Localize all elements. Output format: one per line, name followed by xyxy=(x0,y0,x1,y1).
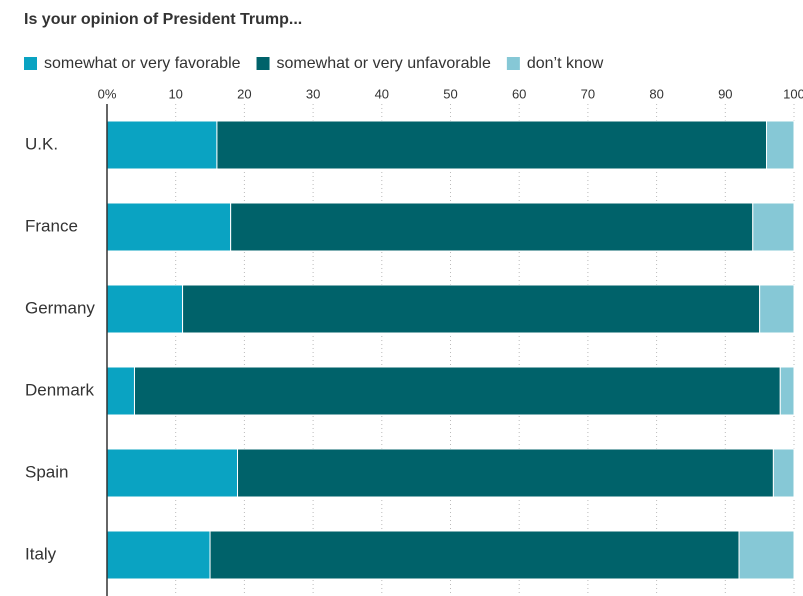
legend-label: don’t know xyxy=(527,55,604,72)
bar xyxy=(216,120,768,170)
y-tick-label: France xyxy=(25,216,78,235)
x-tick-label: 40 xyxy=(375,86,389,101)
bar xyxy=(766,120,795,170)
bar xyxy=(209,530,740,580)
y-tick-label: Denmark xyxy=(25,380,94,399)
bar xyxy=(237,448,774,498)
x-tick-label: 10 xyxy=(168,86,182,101)
legend-swatch xyxy=(256,57,270,70)
bar xyxy=(106,284,184,334)
y-tick-label: Germany xyxy=(25,298,95,317)
chart-title: Is your opinion of President Trump... xyxy=(24,11,302,28)
bar xyxy=(106,202,232,252)
bar xyxy=(752,202,795,252)
x-tick-label: 90 xyxy=(718,86,732,101)
bar xyxy=(133,366,781,416)
x-tick-label: 30 xyxy=(306,86,320,101)
x-tick-label: 80 xyxy=(649,86,663,101)
bar xyxy=(772,448,795,498)
bar xyxy=(779,366,795,416)
bar xyxy=(106,448,239,498)
y-tick-label: U.K. xyxy=(25,134,58,153)
x-tick-label: 100 xyxy=(783,86,803,101)
bar xyxy=(106,120,218,170)
x-tick-label: 0% xyxy=(98,86,117,101)
y-tick-label: Spain xyxy=(25,462,68,481)
bar xyxy=(738,530,795,580)
x-tick-label: 70 xyxy=(581,86,595,101)
bar xyxy=(759,284,795,334)
bar xyxy=(106,530,211,580)
legend-swatch xyxy=(24,57,37,70)
x-tick-label: 20 xyxy=(237,86,251,101)
y-tick-label: Italy xyxy=(25,544,57,563)
bar xyxy=(106,366,135,416)
legend-swatch xyxy=(506,57,520,70)
x-tick-label: 60 xyxy=(512,86,526,101)
legend-label: somewhat or very favorable xyxy=(44,55,241,72)
x-tick-label: 50 xyxy=(443,86,457,101)
legend-label: somewhat or very unfavorable xyxy=(277,55,491,72)
bar xyxy=(230,202,754,252)
bar xyxy=(182,284,761,334)
